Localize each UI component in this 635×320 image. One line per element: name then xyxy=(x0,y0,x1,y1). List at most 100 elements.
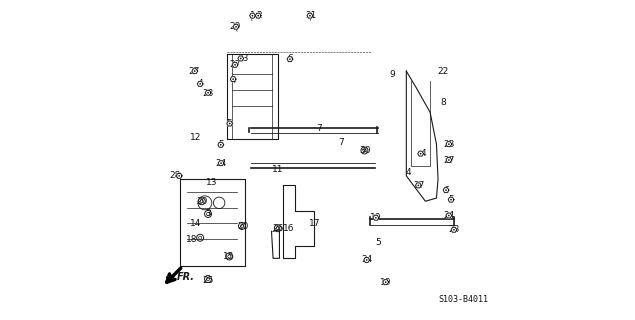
Text: 5: 5 xyxy=(218,140,224,148)
Circle shape xyxy=(257,15,259,17)
Text: 3: 3 xyxy=(205,209,211,219)
Text: 8: 8 xyxy=(440,99,446,108)
Circle shape xyxy=(251,15,253,17)
Text: 5: 5 xyxy=(226,119,232,128)
Text: 14: 14 xyxy=(190,219,201,228)
Text: 23: 23 xyxy=(203,89,214,98)
Polygon shape xyxy=(250,13,255,18)
Text: 12: 12 xyxy=(190,133,201,142)
Text: 24: 24 xyxy=(443,211,455,220)
Text: 20: 20 xyxy=(237,222,249,231)
Polygon shape xyxy=(218,161,224,166)
Polygon shape xyxy=(197,81,203,86)
Text: 13: 13 xyxy=(206,178,217,187)
Text: 20: 20 xyxy=(196,197,208,206)
Text: 23: 23 xyxy=(448,225,460,234)
Text: 1: 1 xyxy=(250,11,255,20)
Polygon shape xyxy=(451,227,457,232)
Text: 4: 4 xyxy=(405,168,411,177)
Circle shape xyxy=(289,58,291,60)
Text: 11: 11 xyxy=(272,165,284,174)
Text: 27: 27 xyxy=(229,60,241,69)
Circle shape xyxy=(375,217,377,219)
Text: 23: 23 xyxy=(443,140,455,148)
Polygon shape xyxy=(231,76,236,82)
Circle shape xyxy=(453,229,455,231)
Circle shape xyxy=(220,162,222,164)
Text: 24: 24 xyxy=(215,159,226,168)
Polygon shape xyxy=(287,57,293,61)
Text: S103-B4011: S103-B4011 xyxy=(438,295,488,304)
Circle shape xyxy=(309,15,311,17)
Circle shape xyxy=(240,58,241,59)
Text: 5: 5 xyxy=(448,195,453,204)
Polygon shape xyxy=(255,13,261,18)
Text: 2: 2 xyxy=(256,11,262,20)
Circle shape xyxy=(229,123,231,124)
Polygon shape xyxy=(218,142,224,147)
Text: 17: 17 xyxy=(309,219,320,228)
Text: 29: 29 xyxy=(229,22,241,31)
Polygon shape xyxy=(192,69,197,74)
Circle shape xyxy=(385,281,387,283)
Text: 30: 30 xyxy=(359,146,371,155)
Circle shape xyxy=(445,189,447,191)
Text: 15: 15 xyxy=(223,252,234,261)
Text: 23: 23 xyxy=(237,54,249,63)
Polygon shape xyxy=(177,173,182,178)
Text: 27: 27 xyxy=(443,156,455,164)
Circle shape xyxy=(366,259,368,261)
Circle shape xyxy=(199,83,201,85)
Text: 4: 4 xyxy=(231,76,236,85)
Polygon shape xyxy=(415,183,421,188)
Polygon shape xyxy=(446,157,451,163)
Circle shape xyxy=(418,185,419,186)
Text: 22: 22 xyxy=(437,67,448,76)
Polygon shape xyxy=(364,258,370,262)
Text: 5: 5 xyxy=(375,238,380,247)
Polygon shape xyxy=(448,197,454,202)
Text: 10: 10 xyxy=(370,212,382,222)
Text: 19: 19 xyxy=(380,278,391,287)
Circle shape xyxy=(220,144,222,146)
Circle shape xyxy=(448,215,450,216)
Circle shape xyxy=(235,26,237,28)
Text: 26: 26 xyxy=(272,224,284,233)
Circle shape xyxy=(232,78,234,80)
Polygon shape xyxy=(307,13,313,18)
Circle shape xyxy=(234,64,236,66)
Text: 21: 21 xyxy=(305,11,317,20)
Circle shape xyxy=(420,153,422,155)
Polygon shape xyxy=(232,62,238,67)
Text: 4: 4 xyxy=(197,79,203,88)
Polygon shape xyxy=(205,90,211,95)
Text: 27: 27 xyxy=(413,181,425,190)
Text: 9: 9 xyxy=(389,70,395,79)
Circle shape xyxy=(450,199,452,201)
Text: 4: 4 xyxy=(421,149,427,158)
Text: 6: 6 xyxy=(288,54,293,63)
Text: 25: 25 xyxy=(203,276,214,285)
Text: 18: 18 xyxy=(187,235,198,244)
Text: 6: 6 xyxy=(443,186,449,195)
Circle shape xyxy=(448,143,450,145)
Polygon shape xyxy=(233,24,239,29)
Text: 7: 7 xyxy=(316,124,322,133)
Circle shape xyxy=(207,92,209,94)
Polygon shape xyxy=(443,188,449,193)
Text: 28: 28 xyxy=(169,172,180,180)
Text: FR.: FR. xyxy=(177,272,194,282)
Polygon shape xyxy=(446,213,451,218)
Polygon shape xyxy=(238,56,244,61)
Text: 16: 16 xyxy=(283,224,295,233)
Text: 7: 7 xyxy=(338,138,344,147)
Polygon shape xyxy=(373,215,378,220)
Text: 24: 24 xyxy=(361,255,372,264)
Polygon shape xyxy=(418,151,424,156)
Polygon shape xyxy=(227,121,232,126)
Circle shape xyxy=(448,159,450,161)
Circle shape xyxy=(194,70,196,72)
Polygon shape xyxy=(383,280,389,284)
Text: 27: 27 xyxy=(188,67,199,76)
Circle shape xyxy=(178,175,180,177)
